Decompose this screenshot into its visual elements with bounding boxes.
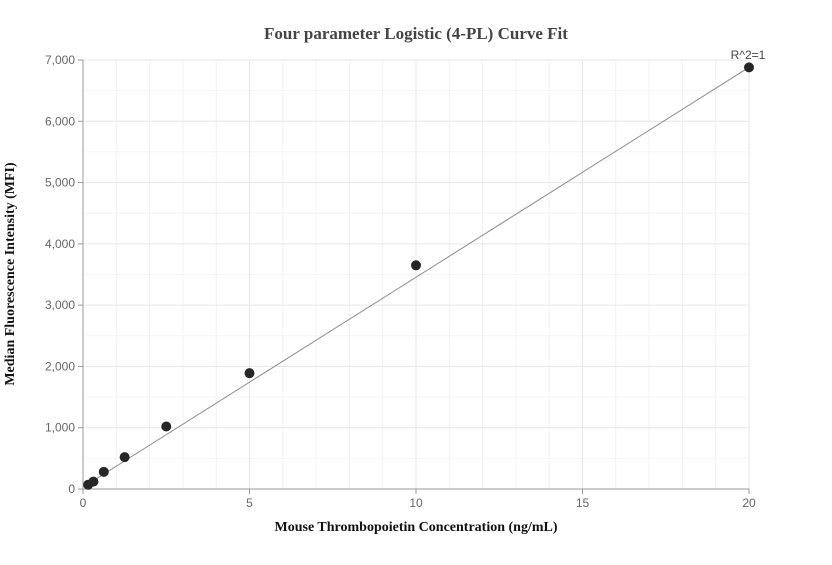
x-tick-label: 0 — [80, 496, 87, 510]
y-tick-label: 2,000 — [45, 359, 75, 373]
chart-title: Four parameter Logistic (4-PL) Curve Fit — [264, 24, 568, 43]
y-axis-label: Median Fluorescence Intensity (MFI) — [3, 162, 18, 386]
x-tick-label: 15 — [576, 496, 590, 510]
axis-layer — [78, 59, 750, 494]
grid-layer — [83, 59, 750, 489]
y-tick-label: 7,000 — [45, 53, 75, 67]
data-point — [411, 260, 421, 271]
data-point — [98, 466, 109, 477]
data-point — [244, 368, 255, 379]
fit-curve-line — [82, 66, 750, 488]
y-tick-label: 1,000 — [45, 421, 75, 435]
x-tick-label: 5 — [246, 496, 253, 510]
x-axis-label: Mouse Thrombopoietin Concentration (ng/m… — [275, 520, 558, 535]
y-tick-label: 3,000 — [45, 298, 75, 312]
r-squared-annotation: R^2=1 — [731, 48, 766, 62]
data-point — [119, 452, 130, 463]
x-tick-label: 10 — [409, 496, 423, 510]
data-point — [161, 421, 172, 432]
tick-label-layer: 0 5 10 15 20 0 1,000 2,000 3,000 4,000 5,000 6,000 7… — [45, 53, 756, 510]
y-tick-label: 4,000 — [45, 237, 75, 251]
series-layer — [82, 62, 754, 490]
y-tick-label: 0 — [68, 482, 75, 496]
y-tick-label: 5,000 — [45, 176, 75, 190]
y-tick-label: 6,000 — [45, 114, 75, 128]
data-point — [744, 62, 754, 73]
data-point — [88, 476, 99, 487]
x-tick-label: 20 — [742, 496, 756, 510]
